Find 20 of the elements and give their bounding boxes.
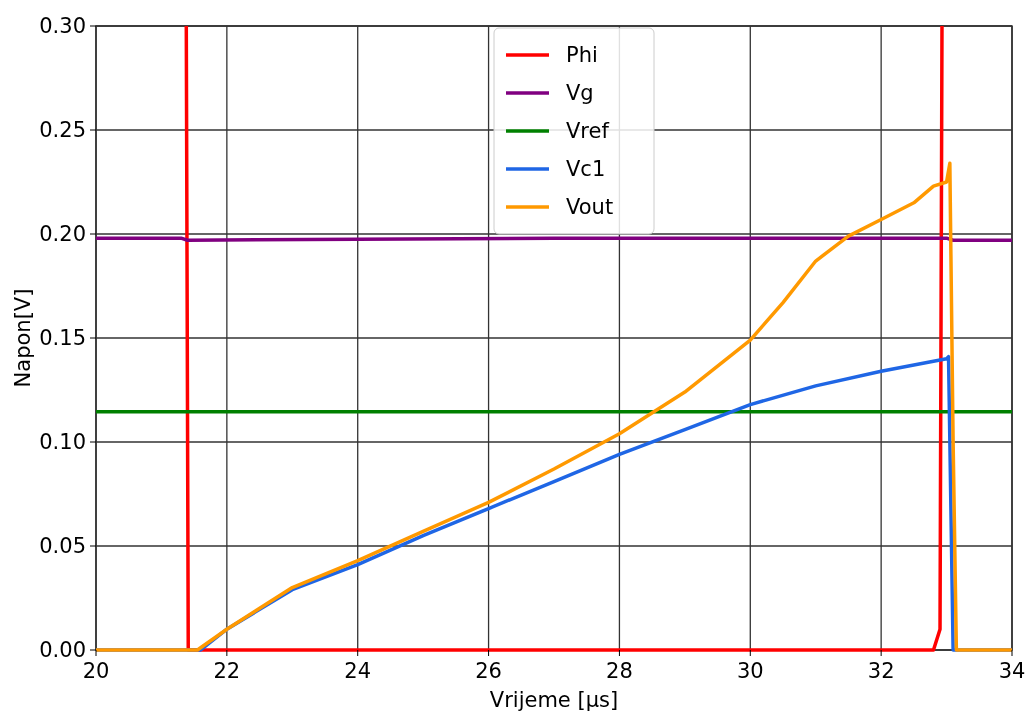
legend-label: Vout <box>566 195 614 220</box>
y-tick-label: 0.15 <box>39 326 86 351</box>
y-tick-label: 0.10 <box>39 430 86 455</box>
y-tick-label: 0.05 <box>39 534 86 559</box>
x-axis-title: Vrijeme [µs] <box>489 688 619 712</box>
y-tick-label: 0.30 <box>39 14 86 39</box>
y-tick-label: 0.20 <box>39 222 86 247</box>
legend-label: Phi <box>566 43 598 68</box>
x-tick-label: 26 <box>475 659 502 683</box>
x-tick-label: 22 <box>213 659 241 683</box>
x-tick-label: 24 <box>344 659 372 683</box>
legend-label: Vref <box>566 119 610 144</box>
x-tick-label: 34 <box>998 659 1026 683</box>
x-tick-label: 32 <box>867 659 895 683</box>
legend-label: Vc1 <box>566 157 606 182</box>
y-axis-title: Napon[V] <box>11 288 35 388</box>
x-tick-label: 28 <box>606 659 633 683</box>
y-tick-label: 0.25 <box>39 118 86 143</box>
x-tick-label: 30 <box>736 659 764 683</box>
legend-label: Vg <box>566 81 594 106</box>
